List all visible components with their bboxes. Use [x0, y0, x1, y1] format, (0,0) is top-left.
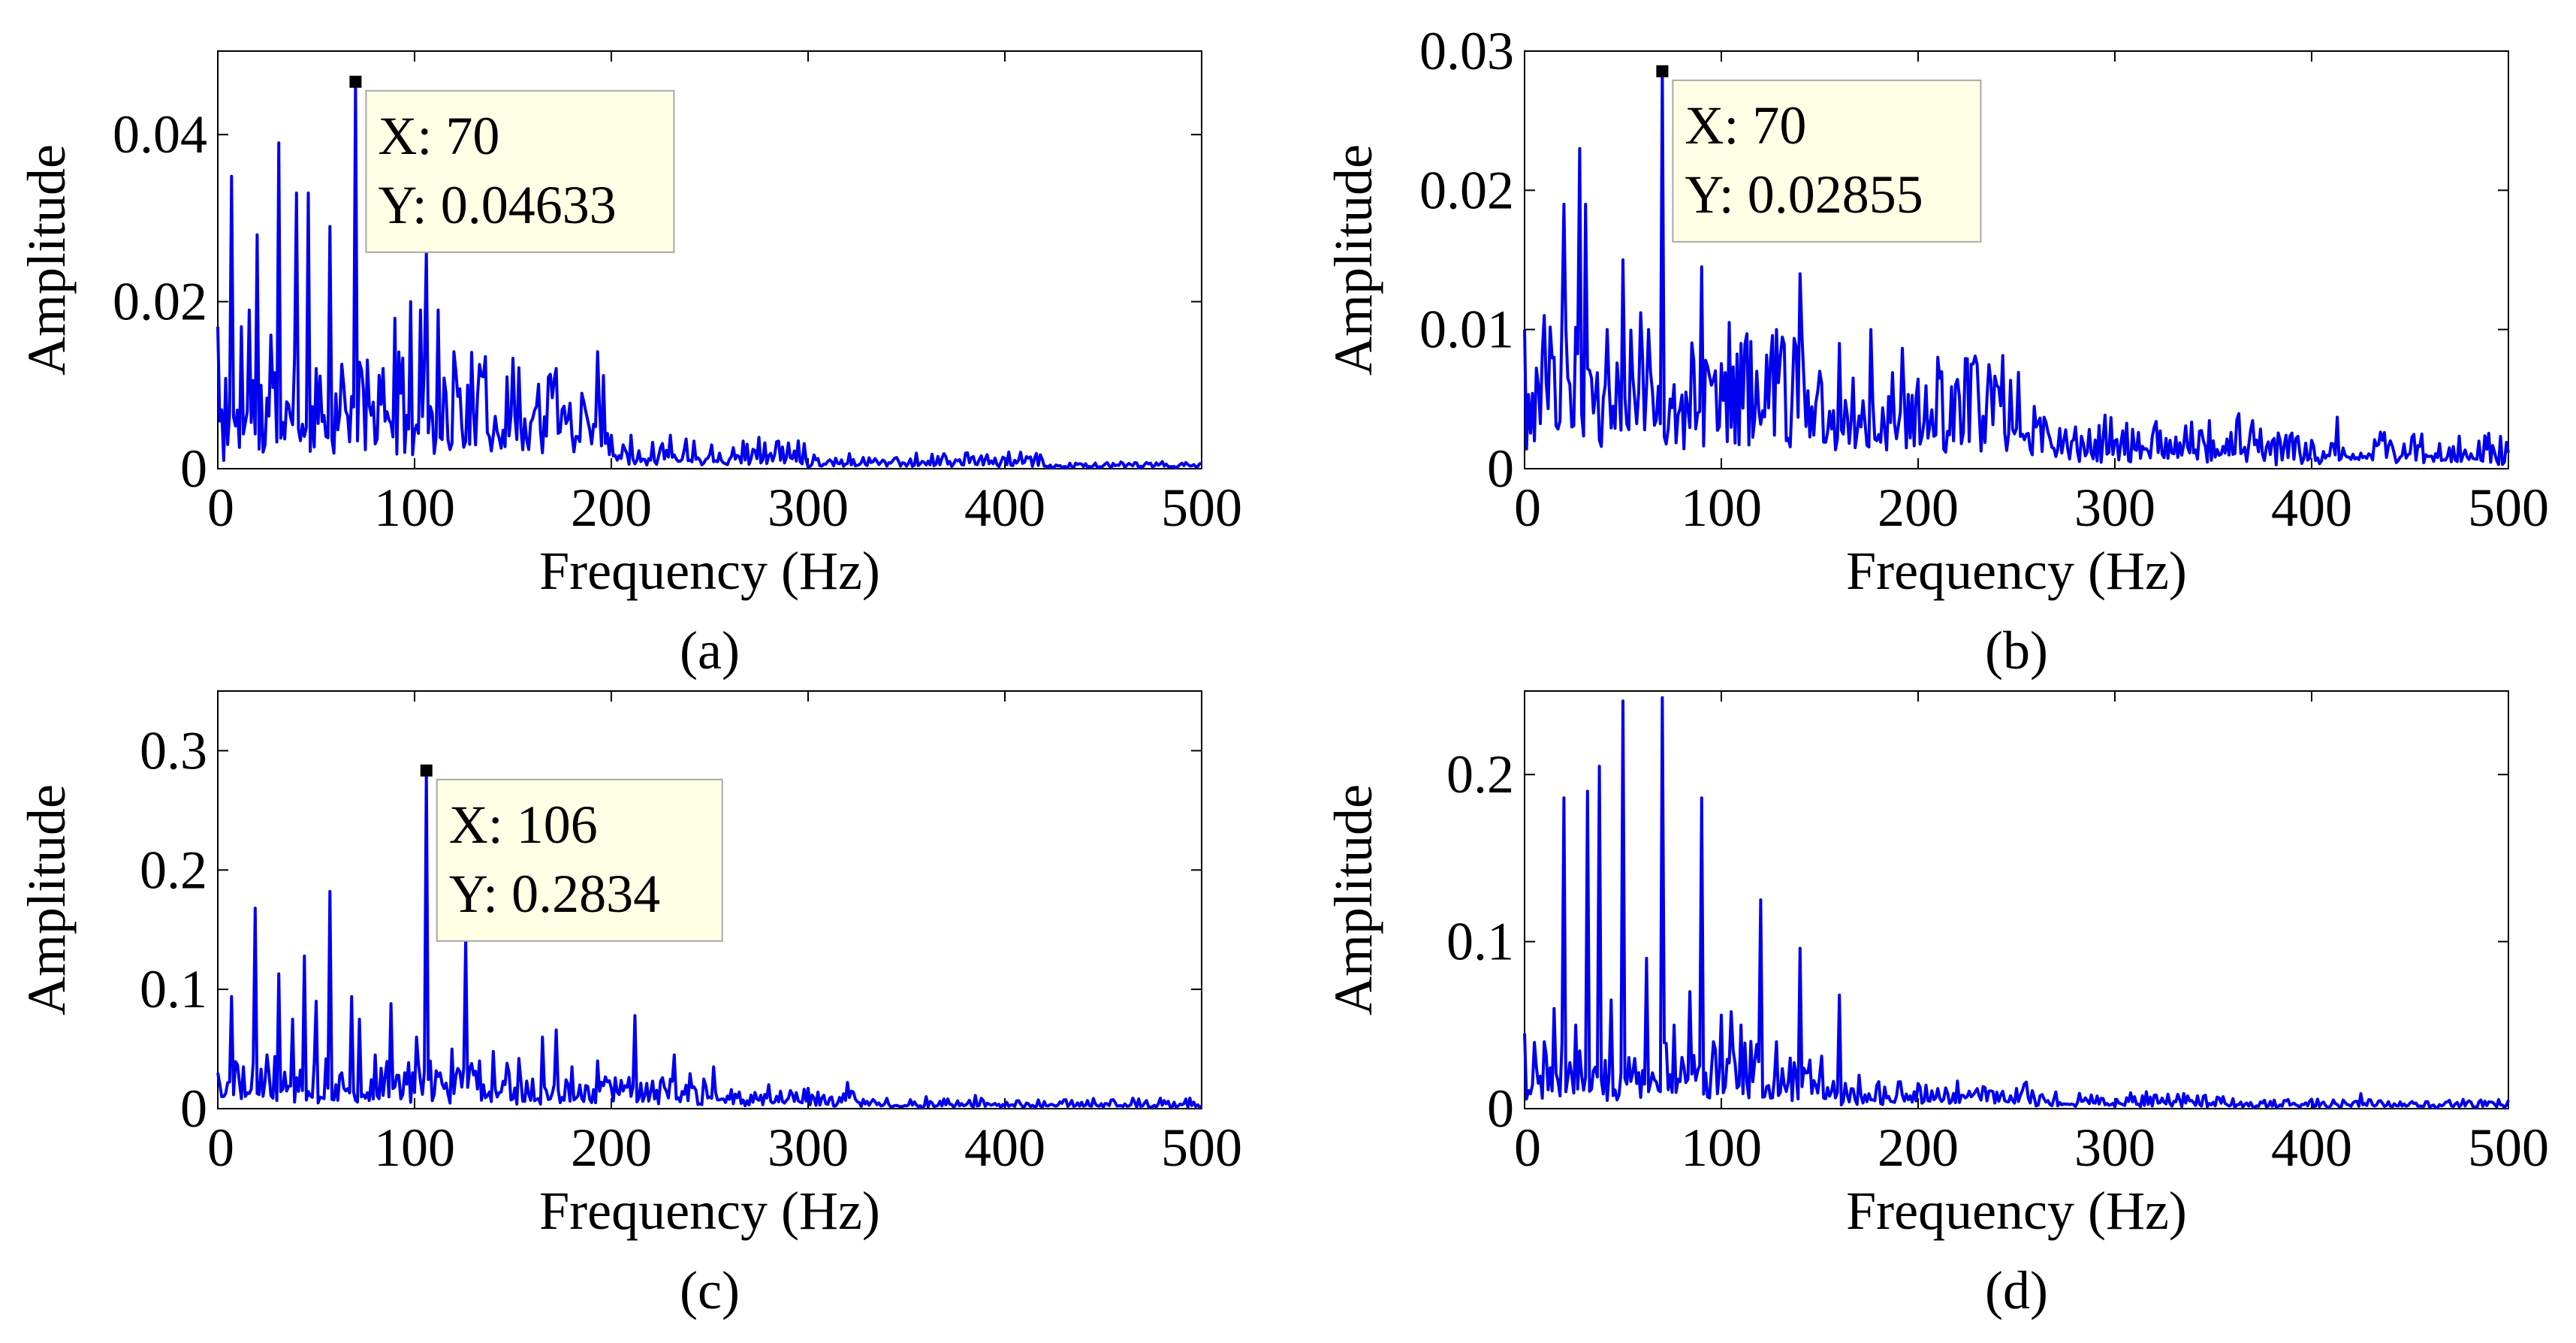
- x-tick-label: 300: [768, 1118, 849, 1178]
- x-tick-label: 100: [374, 1118, 455, 1178]
- y-tick-label: 0.03: [1419, 21, 1514, 81]
- data-tip-marker[interactable]: [349, 75, 362, 88]
- data-tip-x: X: 70: [378, 106, 499, 166]
- y-tick-label: 0.02: [113, 272, 207, 332]
- panel-label: (b): [1985, 620, 2048, 681]
- data-tip-box: [436, 778, 723, 942]
- y-axis-label: Amplitude: [1323, 144, 1383, 376]
- y-tick-label: 0: [180, 1079, 207, 1139]
- series-line-spectrum: [1523, 69, 2510, 466]
- chart-panel-d: 0 100 200 300 400 500 0 0.1 0.2 Frequency (Hz) Amp…: [1323, 690, 2549, 1320]
- x-tick-label: 100: [374, 478, 455, 538]
- data-tip-y: Y: 0.02855: [1685, 164, 1923, 225]
- y-tick-label: 0.04: [113, 104, 207, 164]
- x-tick-label: 500: [1161, 1118, 1242, 1178]
- y-tick-label: 0.02: [1419, 160, 1514, 220]
- data-tip-x: X: 106: [449, 795, 598, 855]
- y-tick-label: 0: [1487, 439, 1514, 499]
- x-tick-label: 500: [2468, 478, 2549, 538]
- panel-label: (a): [680, 620, 740, 681]
- data-tip-marker[interactable]: [1656, 65, 1669, 77]
- data-tip[interactable]: X: 106 Y: 0.2834: [420, 764, 723, 942]
- x-tick-label: 200: [571, 478, 652, 538]
- data-tip-box: [1672, 79, 1982, 243]
- data-tip-y: Y: 0.04633: [378, 175, 616, 235]
- x-tick-label: 100: [1681, 478, 1762, 538]
- x-tick-label: 300: [2074, 478, 2155, 538]
- y-tick-label: 0.1: [1446, 912, 1514, 972]
- x-tick-label: 0: [207, 1118, 234, 1178]
- panel-label: (d): [1985, 1260, 2048, 1320]
- data-tip-y: Y: 0.2834: [449, 864, 660, 924]
- y-tick-label: 0.01: [1419, 300, 1514, 360]
- x-tick-label: 0: [1514, 1118, 1541, 1178]
- y-tick-label: 0: [180, 439, 207, 499]
- y-tick-label: 0.3: [140, 720, 207, 780]
- x-tick-label: 0: [1514, 478, 1541, 538]
- series-line-spectrum: [216, 80, 1202, 469]
- x-axis-label: Frequency (Hz): [1846, 1181, 2187, 1241]
- x-tick-label: 500: [1161, 478, 1242, 538]
- x-axis-label: Frequency (Hz): [539, 1181, 880, 1241]
- data-tip[interactable]: X: 70 Y: 0.04633: [349, 75, 675, 253]
- y-axis-label: Amplitude: [17, 784, 77, 1016]
- x-axis-label: Frequency (Hz): [539, 541, 880, 601]
- x-tick-label: 400: [2271, 1118, 2352, 1178]
- series-line-spectrum: [1523, 696, 2510, 1109]
- y-axis-label: Amplitude: [1323, 784, 1383, 1016]
- y-tick-label: 0: [1487, 1079, 1514, 1139]
- x-tick-label: 400: [2271, 478, 2352, 538]
- x-tick-label: 200: [1878, 478, 1959, 538]
- y-axis-label: Amplitude: [17, 144, 77, 376]
- series-line-spectrum: [216, 768, 1202, 1109]
- data-tip-marker[interactable]: [420, 764, 433, 777]
- chart-panel-a: 0 100 200 300 400 500 0 0.02 0.04 Frequency (Hz) A…: [17, 50, 1242, 681]
- x-tick-label: 400: [964, 478, 1045, 538]
- x-tick-label: 0: [207, 478, 234, 538]
- x-tick-label: 300: [768, 478, 849, 538]
- chart-panel-b: 0 100 200 300 400 500 0 0.01 0.02 0.03 Frequency (…: [1323, 21, 2549, 681]
- data-tip[interactable]: X: 70 Y: 0.02855: [1656, 65, 1982, 243]
- x-tick-label: 400: [964, 1118, 1045, 1178]
- x-tick-label: 200: [1878, 1118, 1959, 1178]
- chart-panel-c: 0 100 200 300 400 500 0 0.1 0.2 0.3 Frequency (Hz)…: [17, 690, 1242, 1320]
- x-tick-label: 500: [2468, 1118, 2549, 1178]
- y-tick-label: 0.1: [140, 959, 207, 1019]
- x-axis-label: Frequency (Hz): [1846, 541, 2187, 601]
- panel-label: (c): [680, 1260, 740, 1320]
- data-tip-x: X: 70: [1685, 95, 1806, 155]
- y-tick-label: 0.2: [140, 840, 207, 900]
- x-tick-label: 200: [571, 1118, 652, 1178]
- y-tick-label: 0.2: [1446, 744, 1514, 804]
- x-tick-label: 300: [2074, 1118, 2155, 1178]
- x-tick-label: 100: [1681, 1118, 1762, 1178]
- data-tip-box: [365, 89, 675, 253]
